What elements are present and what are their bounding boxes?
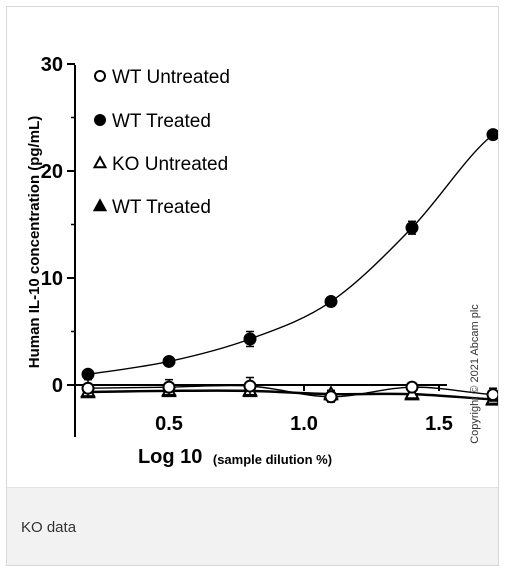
data-point	[405, 221, 419, 235]
legend-label: WT Treated	[112, 197, 211, 218]
legend-marker	[94, 114, 106, 126]
x-axis-label: Log 10 (sample dilution %)	[138, 446, 332, 468]
data-point	[162, 354, 176, 368]
fit-curves	[87, 130, 498, 401]
data-point	[243, 332, 257, 346]
data-marks	[80, 128, 498, 406]
data-point	[81, 367, 95, 381]
data-point	[405, 380, 419, 394]
data-point	[324, 390, 338, 404]
caption-text: KO data	[21, 519, 77, 536]
fit-curve-3	[87, 390, 498, 401]
legend-item: KO Untreated	[92, 154, 228, 175]
legend-item: WT Treated	[94, 111, 211, 132]
data-point	[486, 388, 498, 402]
data-point	[162, 380, 176, 394]
x-tick-label: 0.5	[155, 413, 183, 435]
legend-item: WT Treated	[92, 197, 211, 218]
y-tick-label: 30	[41, 54, 63, 76]
x-tick-label: 1.5	[425, 413, 453, 435]
legend-label: WT Treated	[112, 111, 211, 132]
legend-label: KO Untreated	[112, 154, 228, 175]
data-point	[81, 381, 95, 395]
legend: WT Untreated WT Treated KO Untreated WT Tre…	[92, 67, 230, 218]
data-point	[324, 295, 338, 309]
x-tick-label: 1.0	[290, 413, 318, 435]
x-axis-label-main: Log 10	[138, 446, 202, 468]
legend-marker	[92, 198, 108, 212]
legend-marker	[94, 70, 106, 82]
legend-label: WT Untreated	[112, 67, 230, 88]
legend-marker	[92, 155, 108, 169]
copyright-notice: Copyright © 2021 Abcam plc	[469, 304, 481, 444]
x-axis-label-sub: (sample dilution %)	[213, 452, 332, 467]
data-point	[243, 379, 257, 393]
y-tick-label: 20	[41, 161, 63, 183]
y-tick-label: 10	[41, 268, 63, 290]
caption-bar: KO data	[7, 487, 498, 565]
legend-item: WT Untreated	[94, 67, 230, 88]
data-point	[486, 128, 498, 142]
fit-curve-1	[87, 130, 498, 375]
y-tick-label: 0	[52, 375, 63, 397]
y-axis-label: Human IL-10 concentration (pg/mL)	[26, 116, 43, 369]
